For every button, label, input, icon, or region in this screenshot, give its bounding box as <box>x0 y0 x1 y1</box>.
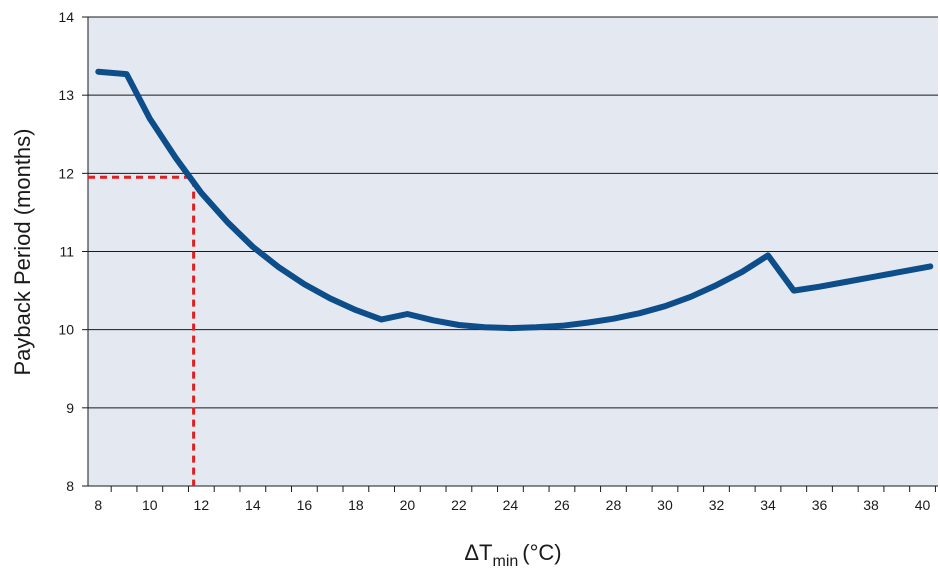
x-tick-label-16: 16 <box>297 497 313 513</box>
x-axis-title: ΔTmin (°C) <box>464 540 561 569</box>
y-tick-label-14: 14 <box>58 9 74 25</box>
x-tick-label-10: 10 <box>142 497 158 513</box>
x-axis-title-unit: (°C) <box>522 540 561 565</box>
tick-labels: 8 9 10 11 12 13 14 8 10 12 14 16 18 20 22 24 26 28 30 32 34 3… <box>58 9 930 513</box>
x-axis-title-subscript: min <box>493 553 519 569</box>
x-tick-label-22: 22 <box>451 497 467 513</box>
x-tick-label-18: 18 <box>348 497 364 513</box>
y-axis-title: Payback Period (months) <box>10 129 35 376</box>
y-tick-label-9: 9 <box>66 400 74 416</box>
x-tick-label-32: 32 <box>709 497 725 513</box>
x-tick-label-34: 34 <box>760 497 776 513</box>
x-tick-label-14: 14 <box>245 497 261 513</box>
x-tick-label-20: 20 <box>400 497 416 513</box>
y-tick-label-13: 13 <box>58 87 74 103</box>
axes <box>82 16 938 492</box>
x-tick-label-28: 28 <box>606 497 622 513</box>
x-tick-label-12: 12 <box>194 497 210 513</box>
y-tick-label-12: 12 <box>58 165 74 181</box>
y-tick-label-10: 10 <box>58 322 74 338</box>
y-tick-label-8: 8 <box>66 478 74 494</box>
x-tick-label-40: 40 <box>915 497 931 513</box>
x-tick-label-8: 8 <box>94 497 102 513</box>
series <box>95 68 934 332</box>
y-tick-label-11: 11 <box>59 244 74 260</box>
x-tick-label-30: 30 <box>657 497 673 513</box>
x-tick-label-38: 38 <box>863 497 879 513</box>
x-tick-label-36: 36 <box>812 497 828 513</box>
x-tick-label-24: 24 <box>503 497 519 513</box>
x-axis-title-main: ΔT <box>464 540 492 565</box>
series-line-0 <box>95 68 934 332</box>
x-tick-label-26: 26 <box>554 497 570 513</box>
